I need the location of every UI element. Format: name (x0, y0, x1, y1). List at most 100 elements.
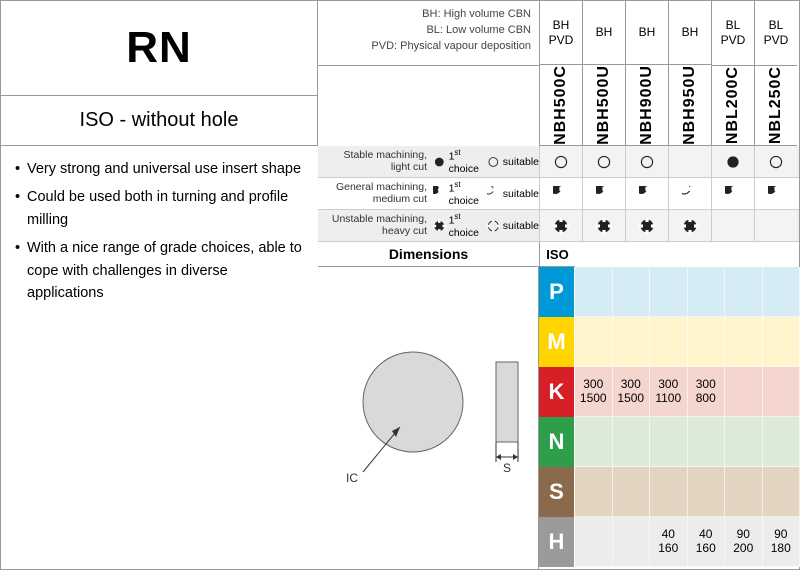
grade-name: NBL250C (755, 66, 797, 145)
machining-row: Stable machining,light cut 1st choice su… (318, 146, 799, 178)
machining-label: Unstable machining,heavy cut (318, 210, 433, 241)
iso-cell: 3001100 (650, 367, 688, 417)
iso-row: N (539, 417, 800, 467)
iso-cell (650, 467, 688, 517)
grade-column: BH NBH900U (625, 1, 668, 146)
iso-key: K (539, 367, 575, 417)
top-left-block: RN ISO - without hole Very strong and un… (1, 1, 318, 311)
machining-cell (668, 178, 711, 209)
machining-cell (754, 178, 797, 209)
machining-label: General machining,medium cut (318, 178, 433, 209)
machining-key: 1st choice suitable (433, 146, 539, 177)
iso-cell: 90180 (763, 517, 800, 567)
iso-cell (613, 317, 651, 367)
iso-cell: 300800 (688, 367, 726, 417)
iso-cell (725, 467, 763, 517)
machining-cell (754, 146, 797, 177)
iso-cell (763, 367, 800, 417)
bullet: Could be used both in turning and profil… (15, 186, 308, 231)
iso-row: M (539, 317, 800, 367)
machining-cell (668, 146, 711, 177)
iso-key: N (539, 417, 575, 467)
machining-row: Unstable machining,heavy cut 1st choice … (318, 210, 799, 242)
grade-type: BLPVD (712, 1, 754, 66)
grade-column: BLPVD NBL250C (754, 1, 797, 146)
grade-column: BH NBH500U (582, 1, 625, 146)
iso-cell (650, 317, 688, 367)
catalog-page: RN ISO - without hole Very strong and un… (0, 0, 800, 570)
iso-key: H (539, 517, 575, 567)
machining-cell (582, 178, 625, 209)
abbreviation-legend: BH: High volume CBN BL: Low volume CBN P… (318, 1, 539, 66)
iso-cell (688, 417, 726, 467)
machining-cell (582, 210, 625, 241)
grade-name: NBH900U (626, 65, 668, 145)
grade-type: BLPVD (755, 1, 797, 66)
iso-cell (725, 367, 763, 417)
grade-column: BH NBH950U (668, 1, 711, 146)
iso-cell (725, 267, 763, 317)
iso-cell (575, 417, 613, 467)
iso-cell: 40160 (650, 517, 688, 567)
iso-row: S (539, 467, 800, 517)
legend-line: BH: High volume CBN (318, 7, 531, 23)
iso-cell (613, 417, 651, 467)
grade-column: BHPVD NBH500C (539, 1, 582, 146)
iso-cell (613, 467, 651, 517)
grade-header-row: BHPVD NBH500C BH NBH500U BH NBH900U BH N… (539, 1, 797, 146)
grade-type: BH (626, 1, 668, 65)
iso-row: P (539, 267, 800, 317)
machining-cell (711, 178, 754, 209)
iso-cell (575, 317, 613, 367)
machining-cell (539, 146, 582, 177)
legend-line: PVD: Physical vapour deposition (318, 39, 531, 55)
iso-cell (613, 267, 651, 317)
insert-code: RN (126, 23, 192, 73)
iso-cell (688, 317, 726, 367)
machining-cell (625, 146, 668, 177)
dimension-drawing: IC S (318, 267, 539, 569)
machining-cell (625, 210, 668, 241)
iso-cell (763, 317, 800, 367)
iso-cell (650, 417, 688, 467)
iso-header: ISO (539, 242, 575, 267)
iso-cell (763, 467, 800, 517)
iso-row: K 300150030015003001100300800 (539, 367, 800, 417)
grade-name: NBH500C (540, 65, 582, 145)
iso-cell (650, 267, 688, 317)
iso-cell (763, 267, 800, 317)
s-label: S (503, 461, 511, 475)
machining-cell (711, 146, 754, 177)
machining-key: 1st choice suitable (433, 178, 539, 209)
grade-type: BH (669, 1, 711, 65)
grade-name: NBH500U (583, 65, 625, 145)
iso-cell: 90200 (725, 517, 763, 567)
machining-label: Stable machining,light cut (318, 146, 433, 177)
grade-column: BLPVD NBL200C (711, 1, 754, 146)
machining-row: General machining,medium cut 1st choice … (318, 178, 799, 210)
grade-name: NBL200C (712, 66, 754, 145)
machining-cell (539, 178, 582, 209)
machining-cell (539, 210, 582, 241)
machining-cell (582, 146, 625, 177)
machining-cell (754, 210, 797, 241)
iso-cell (613, 517, 651, 567)
machining-cell (711, 210, 754, 241)
iso-cell (575, 517, 613, 567)
iso-row: H 40160401609020090180 (539, 517, 800, 567)
iso-cell (688, 267, 726, 317)
grade-type: BHPVD (540, 1, 582, 65)
iso-cell (763, 417, 800, 467)
insert-subtitle: ISO - without hole (80, 109, 239, 132)
iso-cell (725, 317, 763, 367)
machining-key: 1st choice suitable (433, 210, 539, 241)
iso-cell: 40160 (688, 517, 726, 567)
iso-key: S (539, 467, 575, 517)
iso-cell (575, 267, 613, 317)
ic-label: IC (346, 471, 358, 485)
insert-code-title: RN (1, 1, 318, 96)
feature-bullets: Very strong and universal use insert sha… (1, 146, 318, 305)
dimensions-header: Dimensions (318, 242, 539, 267)
insert-shape-svg: IC S (318, 267, 539, 569)
insert-subtitle-box: ISO - without hole (1, 96, 318, 146)
